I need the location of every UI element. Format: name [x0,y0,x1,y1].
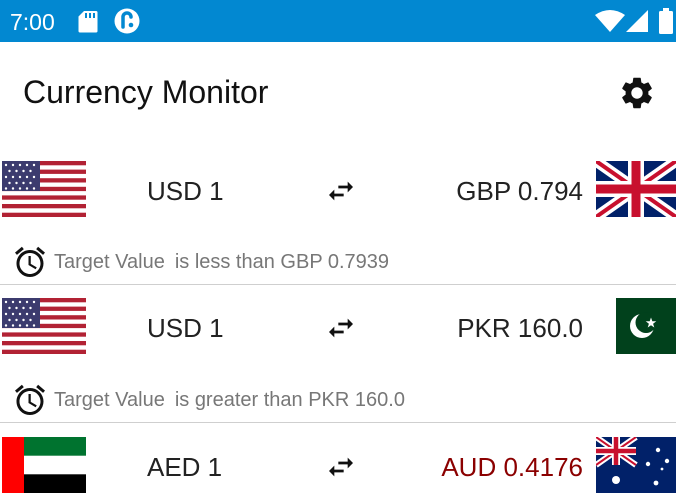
swap-arrows-icon[interactable] [321,312,361,344]
to-currency-text: PKR 160.0 [457,313,583,343]
sd-card-icon [78,11,98,33]
gear-icon[interactable] [618,74,656,112]
alarm-clock-icon [15,384,45,415]
to-currency-text: GBP 0.794 [456,176,583,206]
app-bar: Currency Monitor [0,42,676,148]
divider [0,422,676,423]
alert-text: Target Value is greater than PKR 160.0 [54,389,405,412]
alert-condition: is greater than PKR 160.0 [174,389,405,411]
status-bar: 7:00 [0,0,676,42]
alarm-clock-icon [15,246,45,277]
currency-pair-row[interactable]: AED 1 AUD 0.4176 [0,423,676,502]
alert-condition: is less than GBP 0.7939 [174,251,390,273]
currency-pair-row[interactable]: USD 1 GBP 0.794 Target Value is less than… [0,148,676,284]
to-currency-text: AUD 0.4176 [441,452,583,482]
app-notification-icon [114,8,140,34]
swap-arrows-icon[interactable] [321,451,361,483]
united-kingdom-flag [596,161,676,217]
from-currency-text: USD 1 [147,313,224,343]
status-time: 7:00 [10,9,55,35]
united-states-flag [2,161,86,217]
australia-flag [596,437,676,493]
currency-pair-row[interactable]: USD 1 PKR 160.0 Target Value is greater t… [0,285,676,422]
page-title: Currency Monitor [23,74,269,110]
united-arab-emirates-flag [2,437,86,493]
battery-icon [659,8,673,34]
swap-arrows-icon[interactable] [321,175,361,207]
united-states-flag [2,298,86,354]
signal-icon [626,10,648,32]
pakistan-flag [596,298,676,354]
alert-label: Target Value [54,389,165,411]
alert-text: Target Value is less than GBP 0.7939 [54,251,389,274]
wifi-icon [595,10,625,32]
alert-label: Target Value [54,251,165,273]
from-currency-text: AED 1 [147,452,223,482]
from-currency-text: USD 1 [147,176,224,206]
divider [0,284,676,285]
